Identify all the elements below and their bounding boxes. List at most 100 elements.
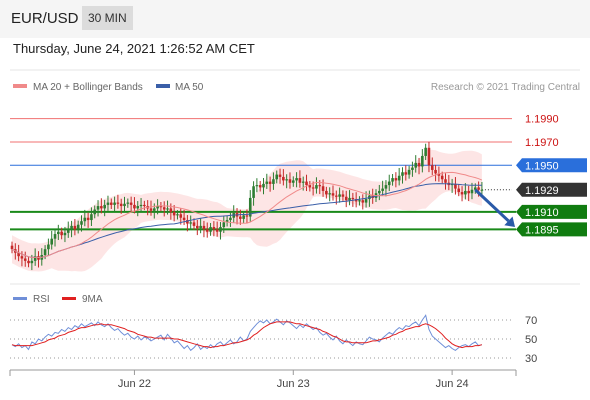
candle-body — [182, 217, 186, 221]
level-tag-1.1929 — [516, 182, 587, 197]
candle-body — [278, 174, 282, 177]
candle-body — [47, 244, 50, 250]
candle-body — [291, 180, 295, 183]
candle-body — [156, 206, 159, 209]
candle-body — [295, 178, 298, 181]
candle-body — [245, 215, 249, 217]
candle-body — [467, 190, 470, 194]
candle-body — [172, 211, 176, 216]
candle-body — [318, 185, 322, 187]
candle-body — [454, 183, 457, 189]
candle-body — [335, 195, 338, 197]
level-label-1.1929: 1.1929 — [525, 185, 559, 197]
candle-body — [378, 190, 381, 194]
level-label-1.1990: 1.1990 — [525, 114, 559, 126]
candle-body — [275, 174, 279, 180]
candle-body — [242, 215, 245, 219]
candle-body — [457, 188, 461, 193]
candle-body — [53, 234, 57, 239]
candle-body — [57, 231, 60, 235]
candle-body — [23, 258, 27, 261]
candle-body — [351, 197, 355, 200]
level-label-1.1910: 1.1910 — [525, 207, 559, 219]
candle-body — [66, 229, 70, 233]
candle-body — [43, 249, 47, 256]
ma50-line — [11, 183, 482, 259]
candle-body — [470, 189, 474, 194]
candle-body — [63, 232, 67, 236]
ma20-legend-label: MA 20 + Bollinger Bands — [33, 82, 143, 93]
candle-body — [199, 225, 202, 229]
candle-body — [179, 214, 183, 218]
candle-body — [212, 227, 216, 230]
projection — [474, 188, 515, 228]
candle-body — [162, 207, 166, 210]
candle-body — [404, 172, 408, 175]
candle-body — [321, 186, 325, 191]
candle-body — [93, 209, 97, 215]
candle-body — [192, 222, 196, 226]
candle-body — [338, 194, 341, 197]
rsi-ma9-line — [11, 321, 483, 349]
candle-body — [169, 208, 173, 212]
candle-body — [76, 224, 80, 230]
candle-body — [149, 208, 153, 211]
candle-body — [248, 197, 252, 217]
candle-body — [133, 204, 136, 209]
candle-body — [80, 221, 83, 225]
candle-body — [440, 175, 444, 180]
candle-body — [308, 185, 312, 188]
candle-body — [325, 190, 328, 195]
candle-body — [90, 214, 93, 221]
ma20-line — [11, 171, 483, 259]
candle-body — [152, 208, 156, 211]
candle-body — [222, 222, 226, 228]
level-tag-1.1895 — [516, 222, 587, 237]
projection-arrow-shaft — [474, 188, 510, 222]
rsi-legend-swatch — [13, 297, 27, 300]
candle-body — [268, 181, 272, 184]
x-tick-label: Jun 23 — [277, 378, 310, 390]
candle-body — [298, 178, 302, 183]
candle-body — [119, 203, 123, 207]
candle-body — [417, 162, 421, 167]
candle-body — [20, 256, 24, 259]
candle-body — [229, 217, 232, 221]
candle-body — [176, 214, 179, 216]
candle-body — [126, 202, 130, 204]
candle-body — [100, 206, 103, 209]
candle-body — [262, 183, 265, 188]
instrument-name: EUR/USD — [11, 10, 79, 27]
candle-body — [129, 202, 133, 205]
candle-body — [437, 173, 441, 176]
candle-body — [401, 172, 404, 176]
candle-body — [421, 155, 424, 167]
candle-body — [103, 204, 106, 209]
ma50-legend-label: MA 50 — [175, 82, 204, 93]
x-tick-label: Jun 24 — [436, 378, 469, 390]
candle-body — [116, 202, 120, 204]
candle-body — [50, 238, 54, 245]
candle-body — [219, 227, 222, 232]
rsi-panel: 70 50 30 — [10, 314, 537, 365]
candle-body — [166, 208, 169, 210]
rsi-legend-label: RSI — [33, 294, 50, 305]
candle-body — [196, 225, 199, 229]
timeframe-badge[interactable]: 30 MIN — [82, 6, 133, 30]
candle-body — [225, 220, 229, 223]
projection-arrow-head — [504, 216, 515, 228]
candle-body — [139, 204, 143, 207]
level-tag-1.1950 — [516, 158, 587, 173]
timestamp: Thursday, June 24, 2021 1:26:52 AM CET — [13, 41, 255, 56]
candle-body — [123, 203, 126, 207]
candle-body — [143, 204, 146, 207]
candle-body — [460, 192, 464, 195]
ma20-legend-swatch — [13, 84, 27, 88]
candle-body — [202, 225, 206, 230]
level-tag-1.1910 — [516, 204, 587, 219]
candle-body — [288, 179, 292, 183]
candle-body — [391, 178, 394, 182]
candle-body — [424, 147, 427, 156]
candle-body — [73, 225, 77, 230]
candle-body — [301, 181, 305, 183]
